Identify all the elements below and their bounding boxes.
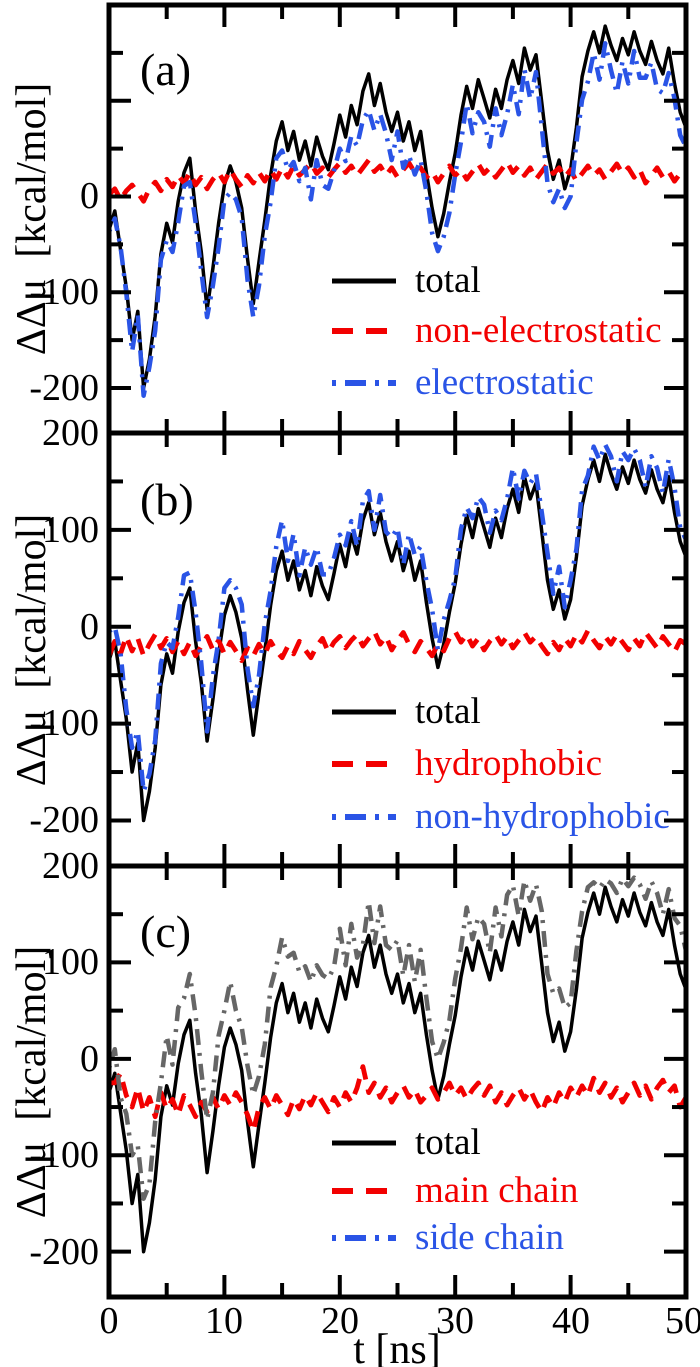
legend-row: total bbox=[330, 258, 481, 304]
legend-row: electrostatic bbox=[330, 360, 594, 406]
legend-label-electrostatic: electrostatic bbox=[415, 362, 594, 403]
legend-row: non-electrostatic bbox=[330, 308, 662, 354]
legend-swatch-side-chain bbox=[332, 1235, 396, 1241]
legend-label-hydrophobic: hydrophobic bbox=[415, 743, 603, 784]
panel-c-letter: (c) bbox=[140, 906, 192, 957]
ytick-label: 0 bbox=[80, 175, 99, 217]
curve-non-electrostatic bbox=[109, 157, 686, 204]
legend-swatch-total bbox=[332, 709, 396, 715]
y-axis-label-b: ΔΔμ [kcal/mol] bbox=[9, 513, 55, 787]
panel-c-curves bbox=[109, 875, 686, 1254]
panel-a-curves bbox=[109, 24, 686, 398]
curve-electrostatic bbox=[109, 41, 686, 398]
ytick-label: 200 bbox=[42, 845, 99, 887]
legend-label-total: total bbox=[415, 260, 481, 301]
curve-side-chain bbox=[109, 875, 686, 1201]
ytick-label: -100 bbox=[29, 702, 99, 744]
x-axis-label: t [ns] bbox=[353, 1327, 441, 1367]
xtick-label: 20 bbox=[321, 1300, 359, 1342]
y-axis-label-a: ΔΔμ [kcal/mol] bbox=[9, 82, 55, 356]
panel-b-curves bbox=[109, 442, 686, 823]
xtick-label: 40 bbox=[552, 1300, 590, 1342]
ytick-label: -200 bbox=[29, 367, 99, 409]
ytick-label: -100 bbox=[29, 1134, 99, 1176]
legend-swatch-non-electrostatic bbox=[332, 328, 396, 334]
legend-label-total: total bbox=[415, 691, 481, 732]
legend-label-non-hydrophobic: non-hydrophobic bbox=[415, 796, 670, 837]
panel-b-letter: (b) bbox=[140, 474, 194, 525]
xtick-label: 30 bbox=[436, 1300, 474, 1342]
legend-row: side chain bbox=[330, 1215, 564, 1261]
curve-non-hydrophobic bbox=[109, 442, 686, 794]
legend-row: total bbox=[330, 689, 481, 735]
legend-swatch-hydrophobic bbox=[332, 761, 396, 767]
ytick-label: 0 bbox=[80, 606, 99, 648]
legend-label-total: total bbox=[415, 1122, 481, 1163]
y-axis-label-c: ΔΔμ [kcal/mol] bbox=[9, 945, 55, 1219]
xtick-label: 50 bbox=[665, 1300, 700, 1342]
legend-row: total bbox=[330, 1120, 481, 1166]
xtick-label: 10 bbox=[205, 1300, 243, 1342]
ytick-label: -200 bbox=[29, 1231, 99, 1273]
ytick-label: -100 bbox=[29, 271, 99, 313]
legend-row: hydrophobic bbox=[330, 741, 602, 787]
ytick-label: 200 bbox=[42, 412, 99, 454]
curve-total bbox=[109, 885, 686, 1254]
legend-swatch-total bbox=[332, 278, 396, 284]
ytick-label: 0 bbox=[80, 1038, 99, 1080]
xtick-label: 0 bbox=[99, 1300, 119, 1342]
legend-swatch-electrostatic bbox=[332, 380, 396, 386]
legend-label-non-electrostatic: non-electrostatic bbox=[415, 310, 662, 351]
ytick-label: 100 bbox=[42, 509, 99, 551]
legend-swatch-total bbox=[332, 1140, 396, 1146]
legend-label-main-chain: main chain bbox=[415, 1170, 579, 1211]
legend-row: non-hydrophobic bbox=[330, 794, 670, 840]
ytick-label: 100 bbox=[42, 941, 99, 983]
legend-row: main chain bbox=[330, 1168, 578, 1214]
legend-swatch-non-hydrophobic bbox=[332, 814, 396, 820]
ytick-label: -200 bbox=[29, 799, 99, 841]
panel-a-letter: (a) bbox=[140, 44, 192, 95]
legend-label-side-chain: side chain bbox=[415, 1217, 564, 1258]
legend-swatch-main-chain bbox=[332, 1188, 396, 1194]
